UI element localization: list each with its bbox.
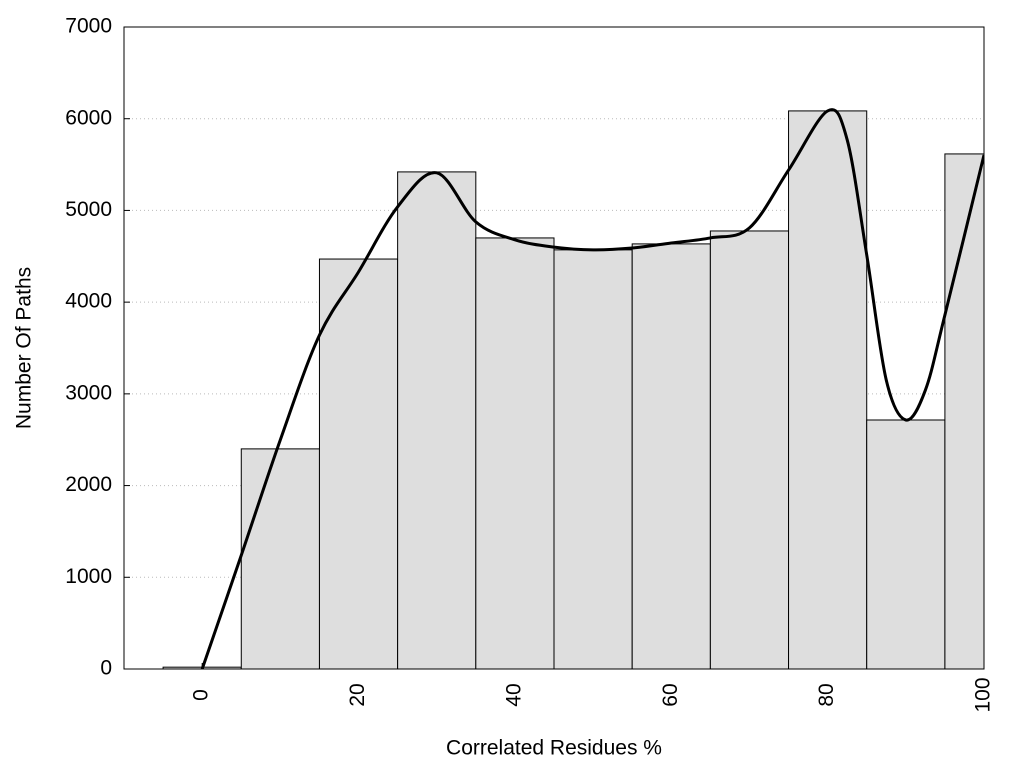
y-tick-label: 3000 [65,381,112,404]
x-tick-label: 60 [659,683,682,706]
y-tick-label: 4000 [65,290,112,313]
x-tick-label: 100 [972,677,995,712]
plot-area [162,108,984,669]
bar [631,243,711,669]
x-tick-label: 80 [815,683,838,706]
y-axis-title: Number Of Paths [13,267,36,429]
y-tick-label: 0 [100,657,112,680]
bar [709,230,790,669]
y-tick-label: 1000 [65,565,112,588]
y-tick-label: 2000 [65,473,112,496]
bar [788,110,868,669]
y-tick-label: 6000 [65,106,112,129]
bar [240,448,320,669]
x-tick-label: 40 [502,683,525,706]
bar [475,237,555,669]
y-tick-label: 5000 [65,198,112,221]
plot-frame [123,26,985,670]
curve-line [200,108,984,669]
bar [397,171,477,669]
bar [553,249,633,669]
bar [866,419,946,669]
x-tick-label: 0 [190,689,213,701]
x-axis-title: Correlated Residues % [446,737,662,760]
bar [318,258,399,669]
y-tick-label: 7000 [65,15,112,38]
x-tick-label: 20 [346,683,369,706]
